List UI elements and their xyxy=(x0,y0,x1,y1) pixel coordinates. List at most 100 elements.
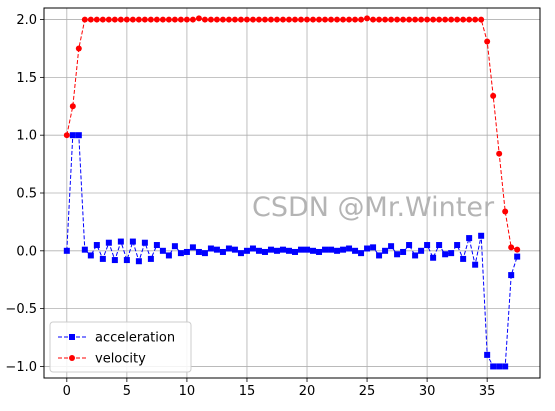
acceleration-point xyxy=(454,242,461,249)
velocity-point xyxy=(334,16,341,23)
velocity-point xyxy=(352,16,359,23)
velocity-point xyxy=(502,208,509,215)
acceleration-point xyxy=(285,247,292,254)
velocity-point xyxy=(201,16,208,23)
acceleration-point xyxy=(436,242,443,249)
acceleration-point xyxy=(400,248,407,255)
acceleration-point xyxy=(135,258,142,265)
acceleration-point xyxy=(99,255,106,262)
acceleration-point xyxy=(394,251,401,258)
acceleration-point xyxy=(514,253,521,260)
velocity-point xyxy=(514,246,521,253)
acceleration-point xyxy=(273,247,280,254)
acceleration-point xyxy=(412,252,419,259)
acceleration-point xyxy=(472,261,479,268)
acceleration-point xyxy=(406,242,413,249)
velocity-point xyxy=(135,16,142,23)
y-tick-label: 1.0 xyxy=(16,129,37,144)
acceleration-point xyxy=(508,272,515,279)
legend-marker-acceleration xyxy=(69,334,75,340)
axes-ticks: 0 5 10 15 20 25 30 35 −1.0 −0.5 0.0 0.5 1.0 1.5 2.0 xyxy=(5,13,495,399)
acceleration-point xyxy=(81,246,88,253)
velocity-point xyxy=(219,16,226,23)
x-tick-label: 10 xyxy=(179,384,196,399)
series-acceleration xyxy=(63,132,521,370)
acceleration-point xyxy=(352,247,359,254)
velocity-point xyxy=(304,16,311,23)
acceleration-line xyxy=(66,134,518,367)
acceleration-point xyxy=(105,239,112,246)
acceleration-point xyxy=(430,254,437,261)
acceleration-point xyxy=(382,247,389,254)
legend-box xyxy=(49,321,192,373)
velocity-point xyxy=(63,132,70,139)
velocity-point xyxy=(165,16,172,23)
x-tick-label: 25 xyxy=(359,384,376,399)
velocity-point xyxy=(448,16,455,23)
grid xyxy=(44,8,540,378)
acceleration-point xyxy=(93,242,100,249)
acceleration-point xyxy=(267,246,274,253)
acceleration-point xyxy=(231,246,238,253)
acceleration-point xyxy=(261,248,268,255)
velocity-point xyxy=(358,16,365,23)
acceleration-point xyxy=(370,244,377,251)
acceleration-point xyxy=(183,248,190,255)
acceleration-point xyxy=(207,245,214,252)
velocity-point xyxy=(255,16,262,23)
velocity-point xyxy=(490,92,497,99)
y-tick-label: 0.0 xyxy=(16,244,37,259)
acceleration-point xyxy=(147,255,154,262)
acceleration-point xyxy=(63,247,70,254)
y-tick-label: −0.5 xyxy=(5,302,37,317)
acceleration-point xyxy=(304,246,311,253)
velocity-point xyxy=(249,16,256,23)
velocity-point xyxy=(316,16,323,23)
y-tick-label: 1.5 xyxy=(16,71,37,86)
y-tick-label: 0.5 xyxy=(16,187,37,202)
velocity-point xyxy=(285,16,292,23)
acceleration-point xyxy=(334,247,341,254)
velocity-point xyxy=(460,16,467,23)
velocity-point xyxy=(267,16,274,23)
acceleration-point xyxy=(364,245,371,252)
velocity-point xyxy=(472,16,479,23)
acceleration-point xyxy=(171,243,178,250)
acceleration-point xyxy=(225,245,232,252)
velocity-point xyxy=(424,16,431,23)
velocity-point xyxy=(400,16,407,23)
acceleration-point xyxy=(159,247,166,254)
velocity-point xyxy=(171,16,178,23)
legend: acceleration velocity xyxy=(49,321,192,373)
velocity-point xyxy=(69,103,76,110)
acceleration-point xyxy=(346,245,353,252)
acceleration-point xyxy=(460,255,467,262)
y-tick-label: 2.0 xyxy=(16,13,37,28)
velocity-point xyxy=(153,16,160,23)
acceleration-point xyxy=(424,242,431,249)
velocity-point xyxy=(340,16,347,23)
acceleration-point xyxy=(153,242,160,249)
velocity-point xyxy=(466,16,473,23)
velocity-point xyxy=(310,16,317,23)
acceleration-point xyxy=(165,252,172,259)
velocity-point xyxy=(454,16,461,23)
acceleration-point xyxy=(237,250,244,257)
x-tick-label: 0 xyxy=(63,384,71,399)
velocity-point xyxy=(328,16,335,23)
acceleration-point xyxy=(448,250,455,257)
acceleration-point xyxy=(340,246,347,253)
velocity-point xyxy=(81,16,88,23)
velocity-point xyxy=(75,45,82,52)
acceleration-point xyxy=(177,250,184,257)
velocity-point xyxy=(442,16,449,23)
velocity-point xyxy=(376,16,383,23)
velocity-point xyxy=(129,16,136,23)
acceleration-point xyxy=(243,247,250,254)
velocity-point xyxy=(436,16,443,23)
acceleration-point xyxy=(358,250,365,257)
velocity-point xyxy=(298,16,305,23)
velocity-point xyxy=(370,16,377,23)
acceleration-point xyxy=(322,246,329,253)
velocity-point xyxy=(195,15,202,22)
